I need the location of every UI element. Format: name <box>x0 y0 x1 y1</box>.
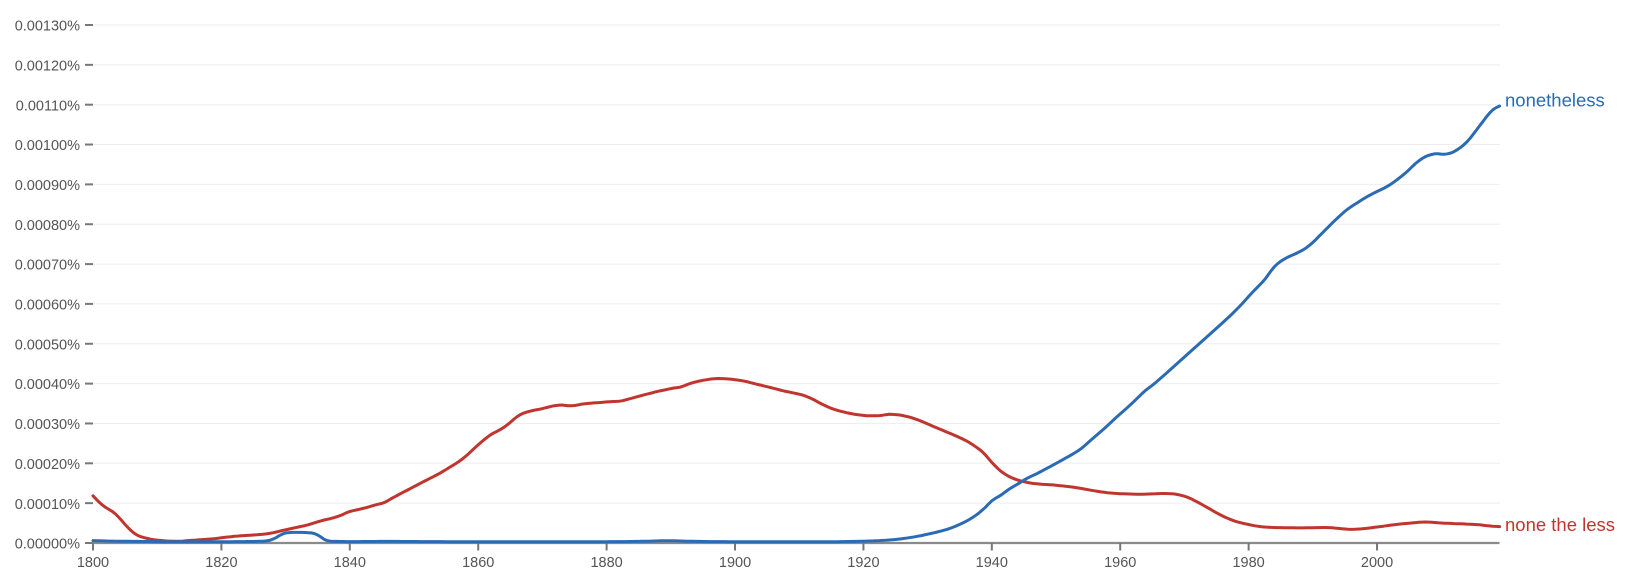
svg-text:0.00060%: 0.00060% <box>15 298 80 314</box>
svg-text:0.00030%: 0.00030% <box>15 417 80 433</box>
svg-text:2000: 2000 <box>1361 555 1393 571</box>
svg-text:1880: 1880 <box>590 555 622 571</box>
svg-text:1900: 1900 <box>719 555 751 571</box>
svg-text:0.00130%: 0.00130% <box>15 19 80 35</box>
svg-text:0.00050%: 0.00050% <box>15 337 80 353</box>
svg-text:1980: 1980 <box>1232 555 1264 571</box>
svg-text:1800: 1800 <box>77 555 109 571</box>
svg-text:nonetheless: nonetheless <box>1505 90 1605 111</box>
svg-text:0.00100%: 0.00100% <box>15 138 80 154</box>
svg-text:0.00080%: 0.00080% <box>15 218 80 234</box>
svg-text:0.00090%: 0.00090% <box>15 178 80 194</box>
svg-text:0.00040%: 0.00040% <box>15 377 80 393</box>
svg-text:0.00010%: 0.00010% <box>15 497 80 513</box>
svg-text:0.00120%: 0.00120% <box>15 58 80 74</box>
svg-text:1920: 1920 <box>847 555 879 571</box>
svg-text:1940: 1940 <box>976 555 1008 571</box>
svg-text:0.00110%: 0.00110% <box>16 98 80 114</box>
svg-text:1820: 1820 <box>205 555 237 571</box>
svg-text:0.00070%: 0.00070% <box>15 258 80 274</box>
svg-text:0.00020%: 0.00020% <box>15 457 80 473</box>
svg-text:1860: 1860 <box>462 555 494 571</box>
svg-text:0.00000%: 0.00000% <box>15 537 80 553</box>
svg-text:1960: 1960 <box>1104 555 1136 571</box>
svg-text:1840: 1840 <box>334 555 366 571</box>
svg-text:none the less: none the less <box>1505 514 1615 535</box>
